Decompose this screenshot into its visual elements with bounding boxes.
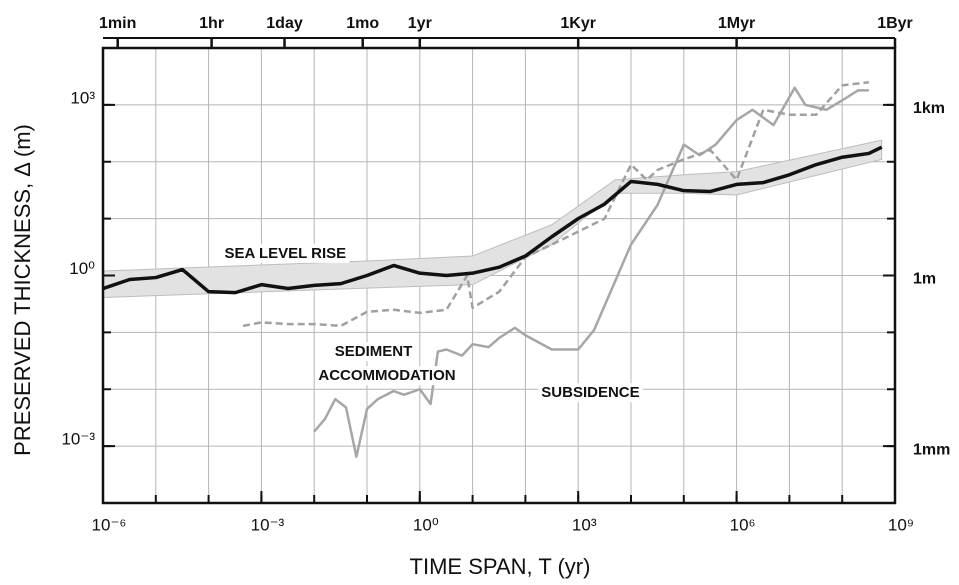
series-line: [313, 86, 869, 459]
x-tick-label: 10⁹: [888, 515, 914, 534]
axes: 10⁻⁶ 10⁻³ 10⁰ 10³ 10⁶ 10⁹ 10⁻³ 10⁰ 10³ 1min 1hr 1da…: [61, 15, 950, 534]
annotation: SUBSIDENCE: [541, 384, 639, 401]
series-line: [102, 145, 883, 295]
x2-tick-label: 1min: [99, 15, 136, 32]
y-tick-label: 10⁻³: [61, 430, 95, 449]
annotation-background: [221, 243, 350, 263]
annotation: SEA LEVEL RISE: [224, 245, 346, 262]
grid: [103, 48, 895, 503]
x2-tick-label: 1Byr: [877, 15, 913, 32]
x2-tick-label: 1Kyr: [560, 15, 596, 32]
x2-tick-label: 1yr: [408, 15, 432, 32]
envelope-layer: [102, 139, 883, 299]
annotation-background: [315, 366, 459, 386]
x-tick-label: 10⁶: [730, 515, 756, 534]
x-tick-label: 10⁻³: [251, 515, 285, 534]
y2-tick-label: 1km: [913, 100, 945, 117]
x-tick-label: 10⁻⁶: [92, 515, 127, 534]
annotation: ACCOMMODATION: [318, 367, 455, 384]
y2-tick-label: 1m: [913, 271, 936, 288]
annotation-background: [538, 383, 643, 403]
annotation-background: [331, 342, 416, 362]
y-tick-label: 10⁰: [69, 259, 95, 278]
x-tick-label: 10³: [572, 515, 597, 534]
x2-tick-label: 1hr: [199, 15, 224, 32]
x-tick-label: 10⁰: [413, 515, 439, 534]
y-tick-label: 10³: [70, 88, 95, 107]
annotation: SEDIMENT: [335, 343, 413, 360]
x-axis-title: TIME SPAN, T (yr): [410, 554, 591, 579]
x2-tick-label: 1Myr: [718, 15, 755, 32]
series-layer: [102, 81, 883, 459]
y-axis-title: PRESERVED THICKNESS, Δ (m): [10, 124, 35, 456]
x2-tick-label: 1day: [266, 15, 303, 32]
x2-tick-label: 1mo: [346, 15, 379, 32]
envelope: [102, 139, 883, 299]
series-line: [242, 81, 870, 328]
y2-tick-label: 1mm: [913, 441, 950, 458]
